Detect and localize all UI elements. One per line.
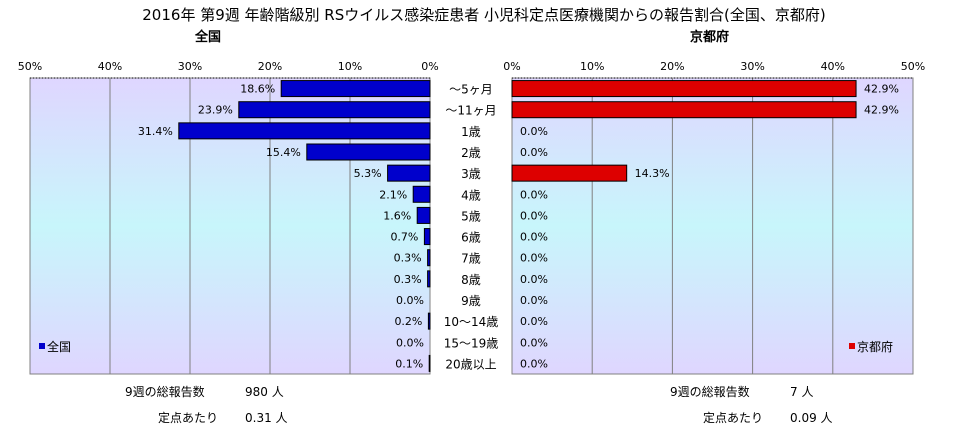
bar-national bbox=[427, 249, 431, 267]
x-tick-label-kyoto: 40% bbox=[821, 60, 845, 73]
bar-national bbox=[306, 143, 431, 161]
category-label: 9歳 bbox=[461, 294, 481, 308]
data-label-national: 0.3% bbox=[394, 273, 422, 286]
category-label: ～11ヶ月 bbox=[445, 104, 496, 118]
x-tick-label-kyoto: 0% bbox=[503, 60, 520, 73]
data-label-kyoto: 0.0% bbox=[520, 231, 548, 244]
category-label: 8歳 bbox=[461, 273, 481, 287]
category-label: 20歳以上 bbox=[445, 357, 496, 371]
category-label: 6歳 bbox=[461, 231, 481, 245]
data-label-kyoto: 0.0% bbox=[520, 294, 548, 307]
category-label: 15～19歳 bbox=[444, 336, 499, 350]
data-label-kyoto: 0.0% bbox=[520, 357, 548, 370]
x-tick-label-kyoto: 20% bbox=[660, 60, 684, 73]
data-label-national: 15.4% bbox=[266, 146, 301, 159]
data-label-national: 18.6% bbox=[240, 83, 275, 96]
category-label: 5歳 bbox=[461, 209, 481, 223]
x-tick-label-national: 30% bbox=[178, 60, 202, 73]
kyoto-total-label: 9週の総報告数 bbox=[670, 385, 750, 399]
bar-national bbox=[416, 206, 431, 224]
data-label-national: 2.1% bbox=[379, 188, 407, 201]
national-total-label: 9週の総報告数 bbox=[125, 385, 205, 399]
subtitle-kyoto: 京都府 bbox=[690, 30, 730, 45]
x-tick-label-national: 40% bbox=[98, 60, 122, 73]
category-label: 2歳 bbox=[461, 146, 481, 160]
data-label-kyoto: 42.9% bbox=[864, 83, 899, 96]
category-label: 1歳 bbox=[461, 125, 481, 139]
category-label: 3歳 bbox=[461, 167, 481, 181]
legend-label-national: 全国 bbox=[47, 339, 71, 354]
bar-national bbox=[423, 228, 431, 246]
legend-swatch-kyoto bbox=[849, 343, 855, 349]
data-label-kyoto: 0.0% bbox=[520, 315, 548, 328]
data-label-kyoto: 0.0% bbox=[520, 188, 548, 201]
category-label: 10～14歳 bbox=[444, 315, 499, 329]
kyoto-total-value: 7 人 bbox=[790, 385, 814, 399]
data-label-national: 0.1% bbox=[395, 357, 423, 370]
bar-national bbox=[427, 270, 431, 288]
national-per-site-value: 0.31 人 bbox=[245, 411, 288, 425]
bar-national bbox=[428, 354, 431, 372]
data-label-kyoto: 0.0% bbox=[520, 209, 548, 222]
bar-national bbox=[280, 80, 431, 98]
bar-kyoto bbox=[511, 101, 857, 119]
data-label-kyoto: 14.3% bbox=[635, 167, 670, 180]
data-label-national: 0.3% bbox=[394, 252, 422, 265]
category-label: ～5ヶ月 bbox=[449, 83, 493, 97]
data-label-kyoto: 0.0% bbox=[520, 146, 548, 159]
x-tick-label-national: 50% bbox=[18, 60, 42, 73]
bar-national bbox=[427, 312, 431, 330]
x-tick-label-kyoto: 10% bbox=[580, 60, 604, 73]
subtitle-national: 全国 bbox=[195, 30, 222, 45]
data-label-national: 0.0% bbox=[396, 336, 424, 349]
data-label-kyoto: 0.0% bbox=[520, 336, 548, 349]
data-label-kyoto: 0.0% bbox=[520, 125, 548, 138]
x-tick-label-kyoto: 50% bbox=[901, 60, 925, 73]
bar-national bbox=[412, 185, 431, 203]
x-tick-label-kyoto: 30% bbox=[740, 60, 764, 73]
data-label-kyoto: 0.0% bbox=[520, 252, 548, 265]
category-label: 7歳 bbox=[461, 252, 481, 266]
plot-area-kyoto bbox=[511, 77, 914, 375]
data-label-national: 23.9% bbox=[198, 104, 233, 117]
x-tick-label-national: 20% bbox=[258, 60, 282, 73]
national-per-site-label: 定点あたり bbox=[158, 411, 219, 425]
data-label-national: 0.2% bbox=[394, 315, 422, 328]
data-label-national: 31.4% bbox=[138, 125, 173, 138]
data-label-national: 1.6% bbox=[383, 209, 411, 222]
x-tick-label-national: 10% bbox=[338, 60, 362, 73]
data-label-kyoto: 0.0% bbox=[520, 273, 548, 286]
bar-kyoto bbox=[511, 164, 628, 182]
kyoto-per-site-label: 定点あたり bbox=[703, 411, 764, 425]
bar-national bbox=[387, 164, 431, 182]
category-label: 4歳 bbox=[461, 188, 481, 202]
data-label-national: 0.0% bbox=[396, 294, 424, 307]
bar-national bbox=[178, 122, 431, 140]
data-label-kyoto: 42.9% bbox=[864, 104, 899, 117]
data-label-national: 5.3% bbox=[354, 167, 382, 180]
x-tick-label-national: 0% bbox=[421, 60, 438, 73]
data-label-national: 0.7% bbox=[390, 231, 418, 244]
legend-label-kyoto: 京都府 bbox=[857, 339, 893, 354]
chart-title: 2016年 第9週 年齢階級別 RSウイルス感染症患者 小児科定点医療機関からの… bbox=[142, 6, 826, 24]
bar-kyoto bbox=[511, 80, 857, 98]
bar-national bbox=[238, 101, 431, 119]
legend-swatch-national bbox=[39, 343, 45, 349]
kyoto-per-site-value: 0.09 人 bbox=[790, 411, 833, 425]
national-total-value: 980 人 bbox=[245, 385, 284, 399]
